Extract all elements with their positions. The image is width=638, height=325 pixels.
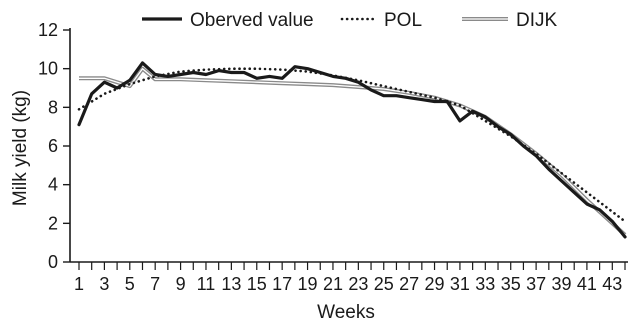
legend-label-pol: POL: [384, 10, 422, 31]
x-tick-label: 9: [176, 274, 186, 294]
x-axis-ticks: 1 3 5 7 9 11 13 15 17 19 21 23 25 27 29 31 33 35 37 39 41 43: [74, 262, 626, 294]
y-tick-label: 6: [48, 136, 58, 156]
legend-label-dijk: DIJK: [516, 10, 558, 31]
chart-legend: Oberved value POL DIJK: [142, 10, 558, 31]
x-tick-label: 35: [501, 274, 521, 294]
legend-label-oberved-value: Oberved value: [190, 10, 314, 31]
x-tick-label: 31: [450, 274, 470, 294]
chart-axes: [69, 28, 628, 263]
x-tick-label: 7: [150, 274, 160, 294]
x-tick-label: 29: [425, 274, 445, 294]
x-tick-label: 11: [197, 274, 216, 294]
y-tick-label: 10: [38, 59, 58, 79]
x-tick-label: 39: [551, 274, 571, 294]
series-line-oberved-value: [77, 61, 627, 239]
series-line-dijk-inner: [79, 68, 626, 236]
y-axis-ticks: 0 2 4 6 8 10 12: [38, 20, 70, 272]
y-tick-label: 4: [48, 175, 58, 195]
y-tick-label: 12: [38, 20, 58, 40]
x-tick-label: 33: [475, 274, 495, 294]
x-tick-label: 41: [577, 274, 597, 294]
series-line-dijk: [79, 66, 627, 237]
x-tick-label: 27: [399, 274, 419, 294]
x-tick-label: 5: [125, 274, 135, 294]
x-tick-label: 37: [526, 274, 546, 294]
y-tick-label: 8: [48, 97, 58, 117]
x-tick-label: 19: [298, 274, 318, 294]
y-tick-label: 0: [48, 252, 58, 272]
chart-series: [77, 61, 627, 239]
y-axis-title: Milk yield (kg): [10, 90, 31, 206]
x-tick-label: 13: [221, 274, 241, 294]
x-tick-label: 43: [602, 274, 622, 294]
x-tick-label: 3: [99, 274, 109, 294]
x-tick-label: 15: [247, 274, 267, 294]
y-tick-label: 2: [48, 213, 58, 233]
x-tick-label: 25: [374, 274, 394, 294]
x-tick-label: 23: [348, 274, 368, 294]
x-tick-label: 1: [74, 274, 84, 294]
series-line-pol: [77, 67, 627, 223]
x-tick-label: 17: [272, 274, 292, 294]
x-axis-title: Weeks: [317, 302, 375, 323]
x-tick-label: 21: [323, 274, 343, 294]
